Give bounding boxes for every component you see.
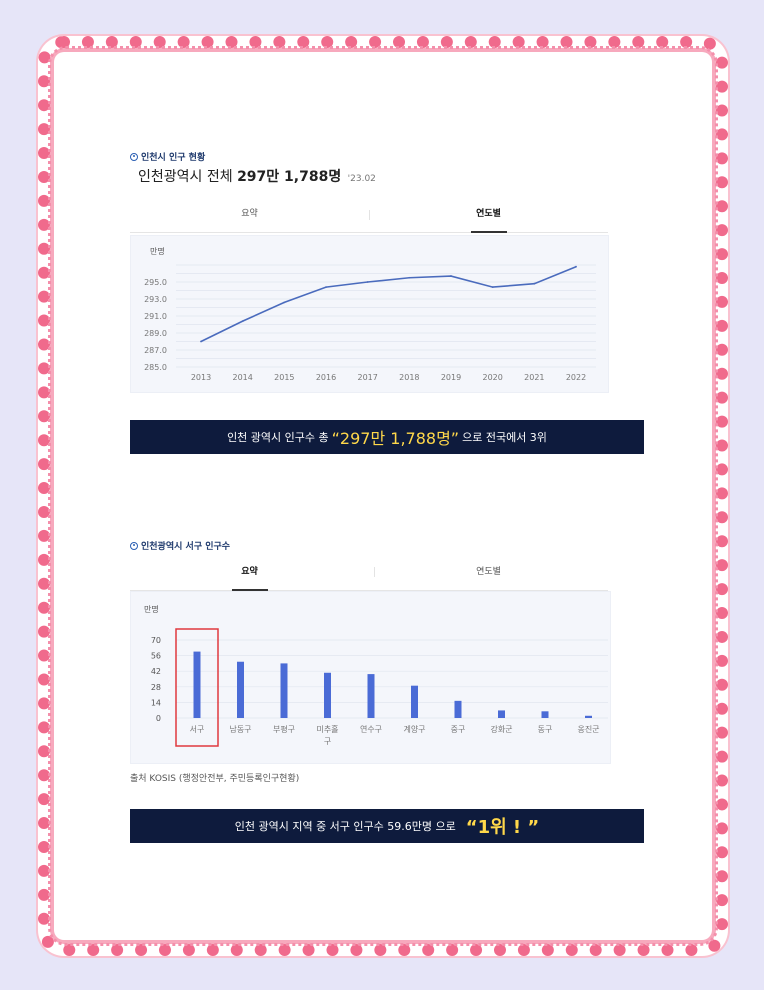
bar	[193, 651, 201, 718]
x-tick-label: 강화군	[490, 724, 512, 734]
section1-tabs: 요약 연도별	[130, 206, 608, 233]
banner2-prefix: 인천 광역시 지역 중 서구 인구수 59.6만명 으로	[234, 820, 456, 833]
tab-separator	[374, 567, 375, 577]
y-tick-label: 14	[151, 698, 161, 707]
y-tick-label: 295.0	[144, 278, 167, 287]
data-point	[325, 286, 327, 288]
population-total: 인천광역시 전체 297만 1,788명 '23.02	[138, 166, 376, 186]
line-chart-unit: 만명	[150, 247, 165, 256]
data-point	[283, 301, 286, 304]
bar	[454, 700, 462, 718]
banner2-highlight: “1위 ! ”	[465, 817, 540, 838]
total-prefix: 인천광역시 전체	[138, 169, 238, 185]
population-series-line	[200, 265, 577, 343]
x-tick-label: 2017	[357, 373, 377, 382]
bar-chart-unit: 만명	[144, 605, 159, 614]
section1-title-text: 인천시 인구 현황	[141, 153, 206, 163]
y-tick-label: 56	[151, 652, 161, 661]
data-point	[366, 281, 369, 283]
x-tick-label: 남동구	[229, 725, 251, 734]
y-tick-label: 0	[156, 714, 161, 723]
data-point	[450, 275, 452, 277]
x-tick-label: 미추홀	[316, 724, 338, 734]
x-tick-label: 2019	[441, 373, 461, 382]
x-tick-label: 2016	[316, 373, 336, 382]
line-chart: 285.0 287.0 289.0 291.0 293.0 295.0 2013 2014 20…	[144, 264, 596, 382]
tab-summary[interactable]: 요약	[241, 209, 258, 219]
y-tick-label: 289.0	[144, 329, 167, 338]
data-point	[200, 340, 202, 343]
x-tick-label: 중구	[451, 725, 466, 734]
bar	[367, 674, 375, 718]
data-point	[408, 276, 411, 279]
data-source: 출처 KOSIS (행정안전부, 주민등록인구현황)	[130, 774, 300, 784]
data-point	[575, 265, 577, 268]
y-tick-label: 291.0	[144, 312, 167, 321]
bar	[237, 661, 244, 718]
data-point	[241, 320, 244, 322]
tab-yearly[interactable]: 연도별	[369, 206, 608, 233]
x-tick-label: 부평구	[273, 724, 295, 734]
section1-title: 인천시 인구 현황	[130, 150, 205, 163]
x-tick-label: 2014	[232, 373, 252, 382]
x-tick-label: 구	[324, 737, 331, 746]
decorative-frame	[38, 36, 728, 956]
x-tick-label: 서구	[190, 725, 205, 734]
x-tick-label: 2020	[482, 373, 502, 382]
highlight-box	[175, 628, 219, 747]
bar	[280, 663, 288, 718]
bar	[498, 710, 505, 718]
y-tick-label: 293.0	[144, 295, 167, 304]
tab-summary[interactable]: 요약	[130, 564, 369, 591]
bar	[541, 711, 549, 718]
x-tick-label: 2015	[274, 373, 294, 382]
tab-separator	[369, 210, 370, 220]
x-tick-label: 2022	[566, 373, 586, 382]
y-tick-label: 285.0	[144, 363, 167, 372]
section2-title-text: 인천광역시 서구 인구수	[141, 542, 231, 552]
y-tick-label: 287.0	[144, 346, 167, 355]
x-tick-label: 계양구	[403, 724, 425, 734]
banner1-suffix: 으로 전국에서 3위	[462, 431, 547, 444]
bar	[585, 715, 592, 718]
total-date: '23.02	[347, 174, 376, 184]
tab-yearly[interactable]: 연도별	[476, 567, 501, 577]
total-value: 297만 1,788명	[237, 169, 342, 185]
section2-tabs: 요약 연도별	[130, 564, 608, 591]
banner1-highlight: “297만 1,788명”	[331, 429, 460, 448]
y-tick-label: 70	[151, 636, 161, 645]
data-point	[533, 282, 536, 285]
x-tick-label: 동구	[538, 725, 553, 734]
location-pin-icon	[130, 541, 138, 550]
location-pin-icon	[130, 152, 138, 161]
y-tick-label: 42	[151, 667, 161, 676]
bar	[411, 685, 418, 718]
x-tick-label: 옹진군	[577, 724, 599, 734]
x-tick-label: 2018	[399, 373, 419, 382]
section2-title: 인천광역시 서구 인구수	[130, 539, 230, 552]
banner1-prefix: 인천 광역시 인구수 총	[227, 431, 329, 444]
x-tick-label: 2013	[191, 373, 211, 382]
y-tick-label: 28	[151, 683, 161, 692]
banner-westgu-rank: 인천 광역시 지역 중 서구 인구수 59.6만명 으로 “1위 ! ”	[130, 809, 644, 843]
x-tick-label: 2021	[524, 373, 544, 382]
x-tick-label: 연수구	[360, 725, 382, 734]
data-point	[491, 286, 494, 288]
banner-total-rank: 인천 광역시 인구수 총 “297만 1,788명” 으로 전국에서 3위	[130, 420, 644, 454]
bar	[324, 672, 331, 718]
